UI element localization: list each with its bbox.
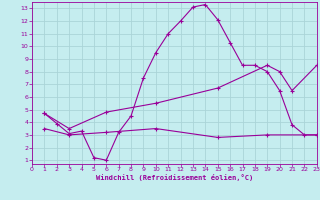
X-axis label: Windchill (Refroidissement éolien,°C): Windchill (Refroidissement éolien,°C) — [96, 174, 253, 181]
